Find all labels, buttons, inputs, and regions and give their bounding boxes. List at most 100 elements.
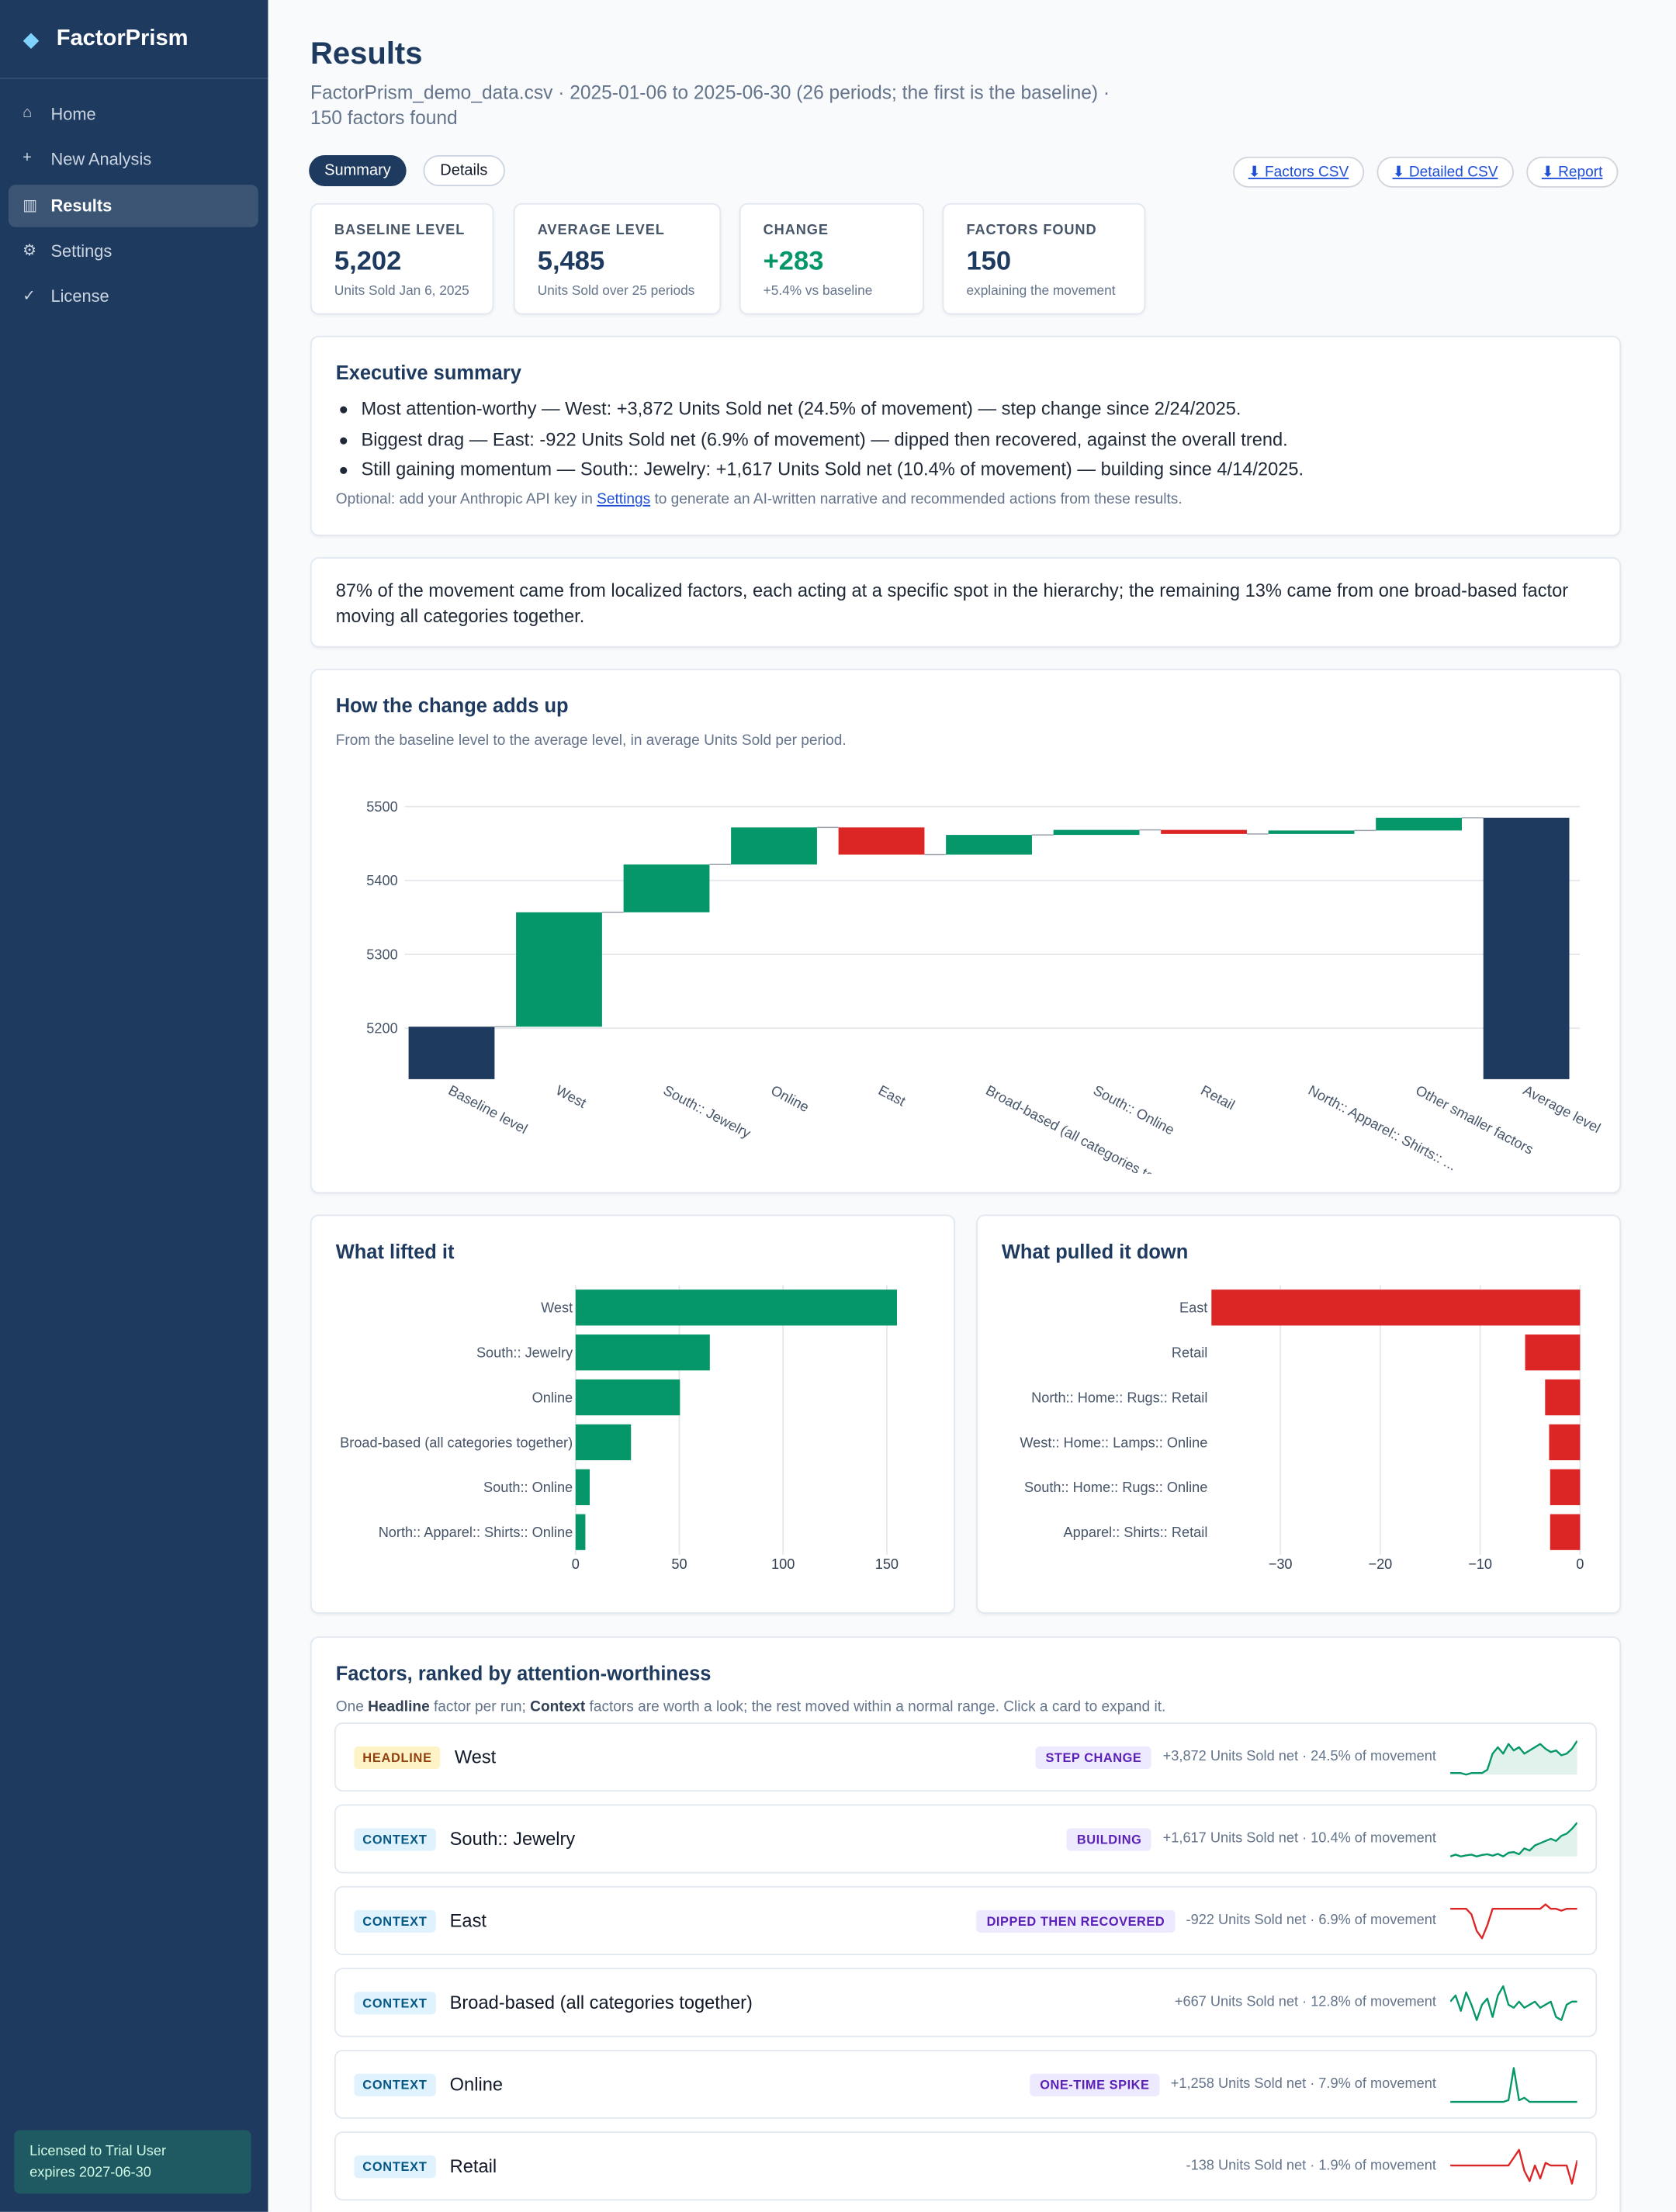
sparkline-area (1450, 1739, 1577, 1774)
x-tick-label: −20 (1368, 1556, 1392, 1572)
x-tick-label: South:: Jewelry (661, 1082, 754, 1141)
settings-link[interactable]: Settings (597, 490, 651, 508)
factors-card: Factors, ranked by attention-worthiness O… (310, 1636, 1622, 2212)
download-button[interactable]: ⬇ Detailed CSV (1376, 156, 1514, 188)
x-tick-label: South:: Online (1091, 1082, 1177, 1138)
factor-card[interactable]: CONTEXT South:: Jewelry BUILDING +1,617 Uni… (334, 1804, 1598, 1874)
x-tick-label: 100 (771, 1556, 795, 1572)
sparkline (1450, 1821, 1577, 1857)
kpi-label: AVERAGE LEVEL (537, 223, 665, 239)
nav-label: New Analysis (50, 150, 152, 170)
total-bar (1483, 817, 1570, 1079)
bullet-dot (340, 406, 348, 414)
y-tick-label: 5300 (366, 947, 397, 962)
bullet-dot (340, 436, 348, 444)
bar (575, 1469, 590, 1505)
x-tick-label: 0 (572, 1556, 580, 1572)
bar (1550, 1514, 1581, 1550)
kpi-card: AVERAGE LEVEL 5,485 Units Sold over 25 per… (513, 203, 722, 315)
y-tick-label: Apparel:: Shirts:: Retail (1064, 1525, 1208, 1540)
tab[interactable]: Details (423, 155, 505, 187)
kpi-note: explaining the movement (966, 283, 1116, 299)
nav-item[interactable]: ▥ Results (8, 184, 258, 227)
factor-name: Broad-based (all categories together) (449, 1992, 753, 2013)
factor-badge: HEADLINE (354, 1746, 441, 1769)
download-button[interactable]: ⬇ Report (1525, 156, 1619, 188)
intro-bold: Context (530, 1698, 586, 1715)
brand-icon (23, 33, 40, 50)
y-tick-label: Broad-based (all categories together) (340, 1435, 573, 1450)
bar (575, 1514, 586, 1550)
kpi-label: FACTORS FOUND (966, 223, 1097, 239)
pattern-chip: DIPPED THEN RECOVERED (976, 1909, 1175, 1933)
y-tick-label: 5200 (366, 1021, 397, 1037)
nav-item[interactable]: ⚙ Settings (9, 230, 258, 272)
nav-icon: ▥ (23, 196, 38, 214)
download-bar: ⬇ Factors CSV ⬇ Detailed CSV ⬇ Report (1232, 156, 1619, 188)
kpi-card: CHANGE +283 +5.4% vs baseline (739, 203, 924, 315)
factor-stat: +3,872 Units Sold net · 24.5% of movemen… (1162, 1749, 1436, 1765)
license-text: expires 2027-06-30 (29, 2165, 151, 2181)
nav-icon: + (23, 150, 32, 168)
sparkline (1450, 2066, 1577, 2103)
x-tick-label: 50 (671, 1556, 687, 1572)
insight-text: 87% of the movement came from localized … (335, 580, 1569, 627)
chart-subtitle: From the baseline level to the average l… (335, 732, 847, 749)
factor-badge: CONTEXT (354, 1827, 436, 1850)
sparkline-line (1450, 1902, 1577, 1939)
sparkline-line (1450, 2148, 1577, 2184)
sparkline-line (1450, 2066, 1577, 2103)
factor-stat: -138 Units Sold net · 1.9% of movement (1186, 2158, 1436, 2174)
nav-label: Settings (50, 241, 113, 261)
x-tick-label: Online (768, 1082, 812, 1115)
tab[interactable]: Summary (309, 155, 407, 187)
y-tick-label: Retail (1172, 1345, 1207, 1361)
factor-card[interactable]: HEADLINE West STEP CHANGE +3,872 Units Sold… (334, 1722, 1598, 1792)
factor-badge: CONTEXT (354, 1991, 436, 2014)
factor-card[interactable]: CONTEXT Broad-based (all categories toget… (334, 1968, 1598, 2037)
y-tick-label: West (541, 1300, 573, 1316)
factor-name: East (449, 1909, 487, 1932)
nav-icon: ⚙ (23, 242, 37, 260)
step-bar (516, 912, 602, 1027)
bar (575, 1289, 897, 1326)
factors-title: Factors, ranked by attention-worthiness (335, 1661, 712, 1684)
summary-title: Executive summary (335, 361, 521, 384)
download-button[interactable]: ⬇ Factors CSV (1232, 156, 1365, 188)
bar (1211, 1289, 1581, 1326)
factor-card[interactable]: CONTEXT Retail -138 Units Sold net · 1.9% … (334, 2131, 1598, 2201)
sparkline (1450, 1902, 1577, 1939)
sidebar-divider (0, 78, 268, 79)
nav-item[interactable]: + New Analysis (9, 139, 258, 182)
bar (1545, 1379, 1581, 1416)
factor-stat: -922 Units Sold net · 6.9% of movement (1186, 1913, 1436, 1929)
bar (575, 1334, 710, 1371)
step-bar (731, 827, 817, 865)
sparkline-line (1450, 1984, 1577, 2020)
nav-item[interactable]: ⌂ Home (9, 93, 258, 136)
chart-title: How the change adds up (335, 694, 569, 717)
nav-item[interactable]: ✓ License (9, 275, 258, 318)
factor-name: West (454, 1746, 497, 1768)
factor-name: Retail (449, 2155, 497, 2177)
brand-diamond (23, 33, 40, 50)
sparkline-line (1450, 1821, 1577, 1857)
factor-badge: CONTEXT (354, 2072, 436, 2096)
bar (575, 1379, 680, 1416)
intro-text: One (335, 1698, 369, 1715)
y-tick-label: South:: Jewelry (476, 1345, 573, 1361)
summary-bullet: Still gaining momentum — South:: Jewelry… (361, 458, 1304, 480)
pattern-chip: BUILDING (1067, 1827, 1152, 1850)
x-tick-label: Average level (1521, 1082, 1603, 1136)
x-tick-label: −30 (1269, 1556, 1293, 1572)
pattern-chip: ONE-TIME SPIKE (1030, 2072, 1160, 2096)
factor-card[interactable]: CONTEXT Online ONE-TIME SPIKE +1,258 Units … (334, 2049, 1598, 2119)
summary-note: Optional: add your Anthropic API key in … (336, 491, 1183, 508)
factor-card[interactable]: CONTEXT East DIPPED THEN RECOVERED -922 Uni… (334, 1885, 1598, 1956)
chart-title: What pulled it down (1001, 1240, 1189, 1263)
factor-badge: CONTEXT (354, 2155, 436, 2178)
nav-label: Home (50, 104, 96, 125)
intro-text: factor per run; (429, 1698, 531, 1715)
